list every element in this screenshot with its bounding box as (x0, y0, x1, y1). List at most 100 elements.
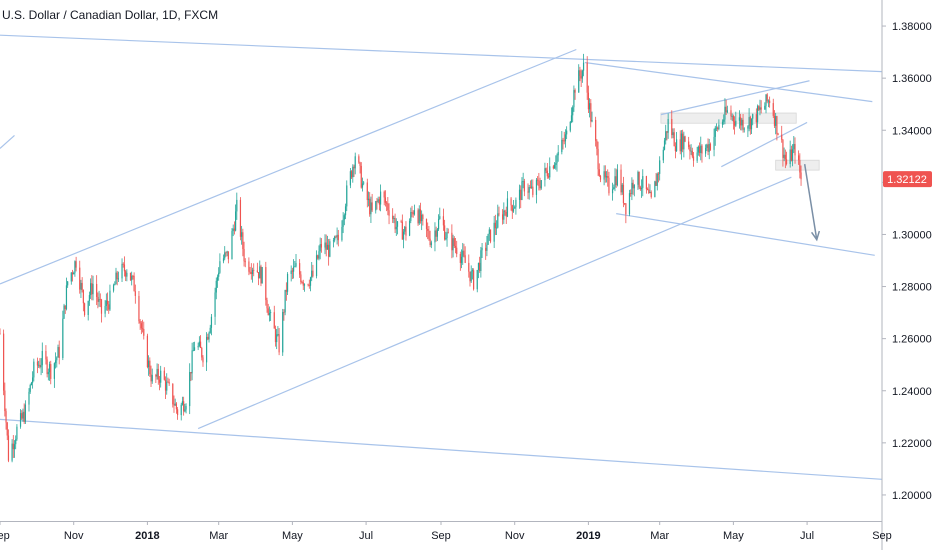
candle-body (785, 159, 788, 164)
candle (624, 203, 626, 206)
candle-body (96, 283, 98, 297)
candle-body (741, 119, 743, 126)
candle (378, 196, 380, 211)
candle (285, 282, 287, 301)
candle-body (4, 390, 6, 412)
candle (545, 167, 547, 174)
candle (32, 371, 34, 389)
candle-body (759, 107, 761, 110)
candle-body (312, 270, 314, 277)
candle-body (613, 187, 615, 190)
candle-body (459, 254, 461, 263)
candle (198, 336, 200, 348)
zone-layer (660, 112, 820, 171)
candle-body (64, 305, 66, 310)
candle-body (515, 199, 517, 208)
candle-body (527, 191, 529, 193)
candle (715, 123, 718, 132)
candle (589, 98, 591, 118)
candle-body (598, 169, 600, 176)
candle (6, 421, 8, 441)
candle (798, 150, 800, 165)
candle (375, 200, 377, 214)
candle (210, 313, 213, 336)
candle-body (41, 350, 43, 366)
y-tick-label: 1.34000 (892, 125, 932, 137)
candle (707, 138, 709, 156)
candle (506, 191, 509, 218)
candle-body (104, 306, 106, 314)
candle-body (590, 103, 592, 122)
candle-body (214, 292, 216, 317)
candle (143, 321, 145, 340)
candle-body (723, 119, 725, 122)
candle-body (241, 232, 243, 237)
candle (328, 239, 330, 266)
candle-body (292, 266, 295, 272)
candle-body (628, 193, 631, 215)
candle (125, 269, 127, 282)
candle (7, 429, 10, 463)
candle-body (105, 300, 107, 307)
candle-body (434, 230, 436, 243)
candle (411, 205, 413, 218)
candle (789, 140, 791, 168)
candle (67, 280, 69, 288)
x-tick-label: Sep (431, 530, 451, 542)
candle (713, 128, 715, 157)
candle-body (421, 214, 423, 222)
candle (16, 424, 18, 441)
candle (308, 279, 310, 289)
price-axis[interactable]: 1.380001.360001.340001.320001.300001.280… (882, 21, 932, 502)
candle-body (24, 404, 26, 422)
candle (766, 93, 768, 104)
candle-body (656, 173, 658, 186)
candle-body (151, 375, 153, 382)
candle-body (451, 232, 453, 251)
candle (434, 222, 436, 252)
candle-body (493, 222, 495, 242)
candle (184, 403, 186, 413)
time-axis[interactable]: Sep Nov 2018 Mar May Jul Sep Nov 2019 Mar May Jul Se… (0, 521, 892, 542)
candle (758, 105, 760, 111)
candle-body (286, 273, 289, 292)
candle (553, 162, 556, 169)
candle-body (138, 295, 140, 322)
candle (578, 64, 580, 93)
candle (387, 197, 389, 216)
candle (460, 249, 463, 269)
candle-body (125, 271, 127, 277)
candle (191, 342, 193, 381)
candle (408, 218, 411, 237)
candle-body (464, 255, 466, 263)
candle-body (260, 266, 262, 284)
candle-body (479, 262, 481, 271)
candle-body (56, 357, 58, 361)
candle-body (531, 186, 533, 188)
candle-body (257, 272, 260, 279)
candle-body (29, 384, 31, 392)
candle (160, 365, 162, 388)
candle (79, 260, 81, 294)
y-tick-label: 1.38000 (892, 21, 932, 33)
candle (290, 265, 292, 282)
candle-body (555, 163, 557, 165)
candle (625, 203, 627, 224)
candle (278, 328, 280, 356)
candle (150, 365, 152, 387)
candle (742, 114, 744, 133)
candle-body (569, 121, 571, 131)
candle-body (97, 296, 99, 302)
candle (29, 383, 31, 394)
candle (639, 185, 641, 191)
candle-body (738, 117, 741, 121)
candle (116, 270, 118, 286)
candle-body (239, 199, 242, 237)
candle (679, 130, 681, 155)
candle-body (129, 272, 132, 281)
candle (40, 358, 42, 376)
candle-body (251, 269, 254, 275)
candle (166, 373, 168, 395)
candle (354, 152, 356, 175)
